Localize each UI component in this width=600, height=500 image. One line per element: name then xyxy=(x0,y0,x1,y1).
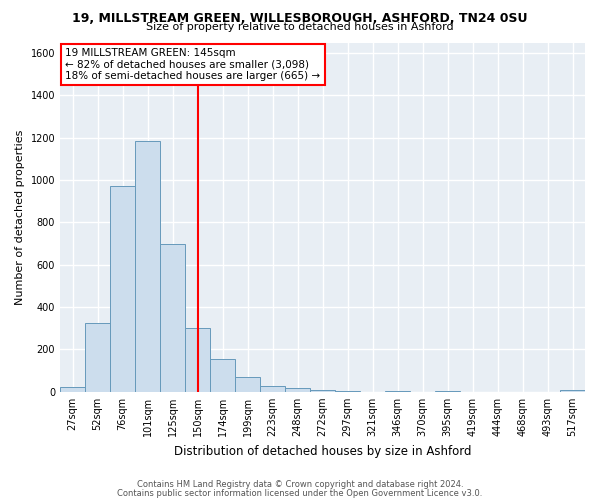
Bar xyxy=(185,328,210,392)
Bar xyxy=(285,388,310,392)
Bar xyxy=(335,390,360,392)
Text: Contains public sector information licensed under the Open Government Licence v3: Contains public sector information licen… xyxy=(118,489,482,498)
Bar xyxy=(210,359,235,392)
Text: 19 MILLSTREAM GREEN: 145sqm
← 82% of detached houses are smaller (3,098)
18% of : 19 MILLSTREAM GREEN: 145sqm ← 82% of det… xyxy=(65,48,320,81)
Bar xyxy=(85,323,110,392)
Bar xyxy=(560,390,585,392)
Y-axis label: Number of detached properties: Number of detached properties xyxy=(15,130,25,305)
Text: Size of property relative to detached houses in Ashford: Size of property relative to detached ho… xyxy=(146,22,454,32)
Bar xyxy=(60,386,85,392)
Bar xyxy=(235,377,260,392)
Bar xyxy=(110,186,135,392)
Bar xyxy=(435,390,460,392)
Text: Contains HM Land Registry data © Crown copyright and database right 2024.: Contains HM Land Registry data © Crown c… xyxy=(137,480,463,489)
X-axis label: Distribution of detached houses by size in Ashford: Distribution of detached houses by size … xyxy=(174,444,471,458)
Bar xyxy=(385,390,410,392)
Bar xyxy=(135,141,160,392)
Text: 19, MILLSTREAM GREEN, WILLESBOROUGH, ASHFORD, TN24 0SU: 19, MILLSTREAM GREEN, WILLESBOROUGH, ASH… xyxy=(72,12,528,26)
Bar xyxy=(160,244,185,392)
Bar xyxy=(310,390,335,392)
Bar xyxy=(260,386,285,392)
